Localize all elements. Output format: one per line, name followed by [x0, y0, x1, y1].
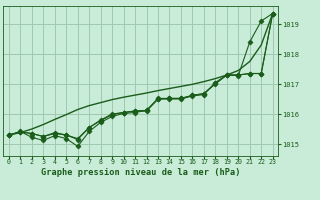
X-axis label: Graphe pression niveau de la mer (hPa): Graphe pression niveau de la mer (hPa) — [41, 168, 241, 177]
